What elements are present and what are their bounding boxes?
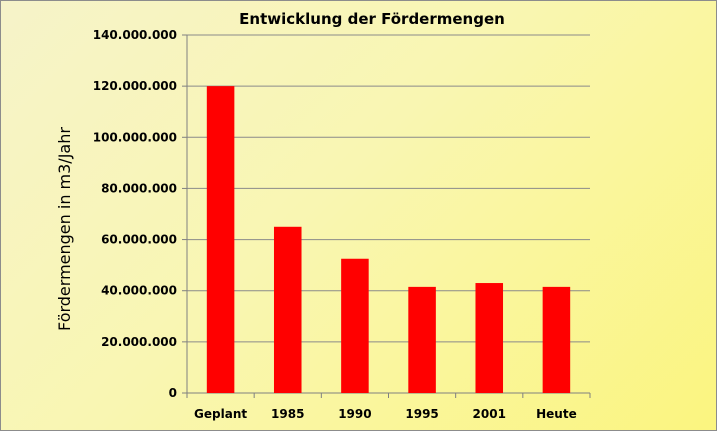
x-tick-label: Heute [536,407,577,421]
x-tick-labels: Geplant 1985 1990 1995 2001 Heute [194,407,577,421]
grid-lines [187,34,590,343]
y-tick-label: 40.000.000 [101,284,177,298]
bar-geplant [206,86,235,394]
bars [206,86,571,394]
bar-2001 [475,283,504,393]
x-tick-label: 1985 [271,407,304,421]
y-tick-labels: 0 20.000.000 40.000.000 60.000.000 80.000.00… [93,28,177,400]
y-tick-label: 100.000.000 [93,130,177,144]
axes [182,34,591,398]
y-tick-label: 120.000.000 [93,79,177,93]
bar-heute [542,286,571,393]
y-tick-label: 0 [169,386,177,400]
y-axis-label: Fördermengen in m3/Jahr [55,127,74,331]
y-tick-label: 20.000.000 [101,335,177,349]
y-tick-label: 140.000.000 [93,28,177,42]
x-tick-label: 1990 [338,407,371,421]
bar-1990 [341,258,369,393]
chart-title: Entwicklung der Fördermengen [239,10,505,28]
x-tick-label: Geplant [194,407,247,421]
y-tick-label: 60.000.000 [101,233,177,247]
y-tick-label: 80.000.000 [101,181,177,195]
bar-1995 [408,286,436,393]
bar-1985 [273,226,302,393]
x-tick-label: 1995 [405,407,438,421]
x-tick-label: 2001 [473,407,506,421]
